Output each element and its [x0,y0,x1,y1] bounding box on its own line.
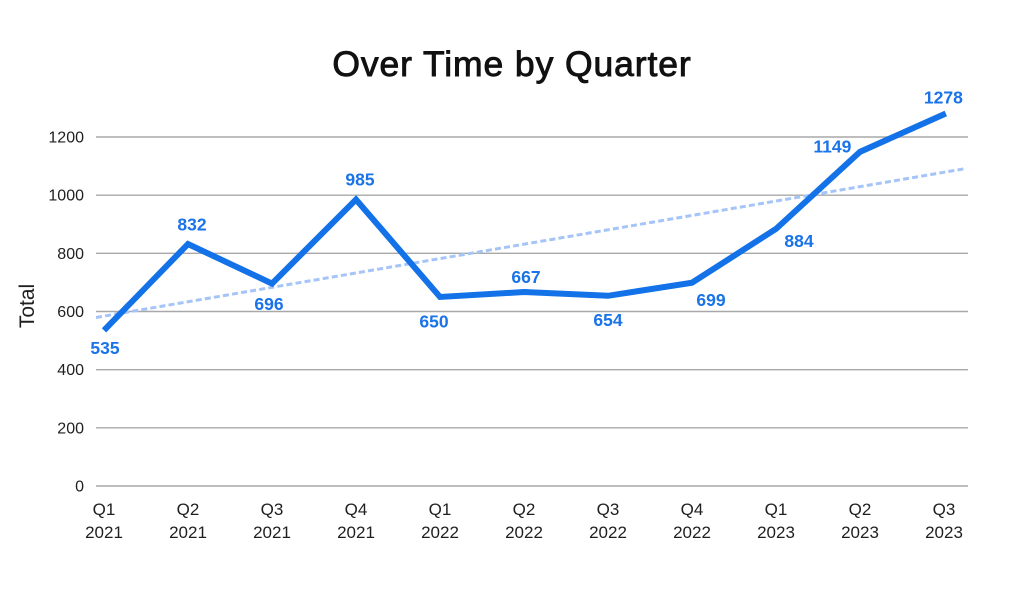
svg-text:0: 0 [75,479,84,496]
svg-text:Q2: Q2 [849,500,872,519]
svg-text:1200: 1200 [48,130,84,147]
svg-text:699: 699 [696,290,725,310]
svg-text:2021: 2021 [169,523,207,542]
svg-text:884: 884 [784,231,813,251]
svg-text:696: 696 [254,294,283,314]
svg-text:Q1: Q1 [93,500,116,519]
svg-text:2021: 2021 [337,523,375,542]
svg-text:Q3: Q3 [597,500,620,519]
svg-text:Q2: Q2 [513,500,536,519]
svg-text:Q3: Q3 [933,500,956,519]
svg-text:Q3: Q3 [261,500,284,519]
svg-text:654: 654 [593,310,622,330]
svg-text:2022: 2022 [505,523,543,542]
svg-text:400: 400 [57,362,84,379]
svg-text:Q4: Q4 [681,500,704,519]
svg-text:Q2: Q2 [177,500,200,519]
svg-text:2023: 2023 [841,523,879,542]
svg-text:2023: 2023 [925,523,963,542]
svg-text:2023: 2023 [757,523,795,542]
svg-text:2022: 2022 [421,523,459,542]
svg-text:Q1: Q1 [429,500,452,519]
svg-text:Q1: Q1 [765,500,788,519]
svg-text:1278: 1278 [924,88,963,108]
svg-text:985: 985 [345,170,374,190]
svg-text:2022: 2022 [673,523,711,542]
svg-text:Over Time by Quarter: Over Time by Quarter [332,44,691,84]
svg-text:200: 200 [57,420,84,437]
svg-text:2021: 2021 [253,523,291,542]
svg-text:1000: 1000 [48,188,84,205]
svg-text:Total: Total [16,284,39,328]
svg-text:2022: 2022 [589,523,627,542]
svg-text:650: 650 [419,312,448,332]
svg-text:2021: 2021 [85,523,123,542]
svg-text:1149: 1149 [813,137,851,157]
svg-text:600: 600 [57,304,84,321]
svg-text:667: 667 [511,267,540,287]
svg-text:535: 535 [90,338,119,358]
svg-text:800: 800 [57,246,84,263]
svg-text:Q4: Q4 [345,500,368,519]
svg-text:832: 832 [177,215,206,235]
